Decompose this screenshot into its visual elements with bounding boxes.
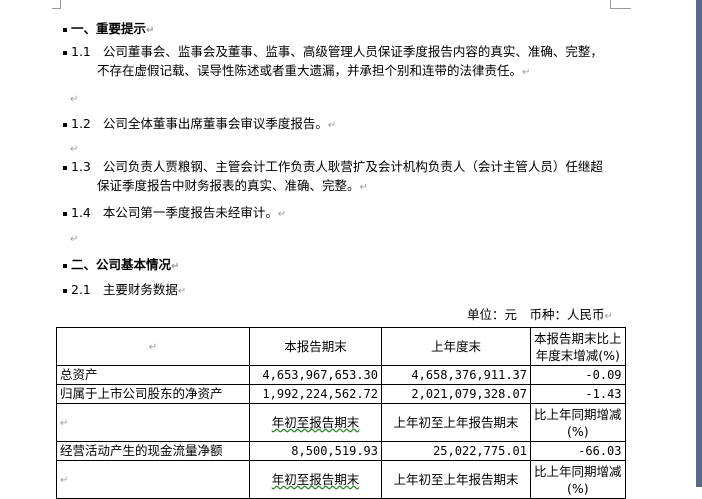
table-cell: 2,021,079,328.07 <box>381 384 531 404</box>
table-header-cell: 比上年同期增减 (%) <box>530 403 626 442</box>
subsection-2-1: 2.1 主要财务数据↵ <box>63 282 186 300</box>
paragraph-mark: ↵ <box>70 94 79 105</box>
table-cell: -0.09 <box>530 365 626 385</box>
financial-data-table: ↵ 本报告期末 上年度末 本报告期末比上 年度末增减(%) 总资产 4,653,9… <box>56 327 626 499</box>
table-header-cell: 上年度末 <box>381 327 531 366</box>
table-header-cell: 年初至报告期末 <box>249 460 382 499</box>
table-header-row: ↵ 年初至报告期末 上年初至上年报告期末 比上年同期增减 (%) <box>56 460 626 499</box>
unit-label: 单位：元 币种：人民币↵ <box>467 307 613 322</box>
row-label: 归属于上市公司股东的净资产 <box>56 384 250 404</box>
table-cell: 8,500,519.93 <box>249 441 382 461</box>
section2-heading: 二、公司基本情况↵ <box>63 257 179 275</box>
table-cell: 4,658,376,911.37 <box>381 365 531 385</box>
table-row: 总资产 4,653,967,653.30 4,658,376,911.37 -0… <box>56 365 626 385</box>
table-header-cell: 本报告期末比上 年度末增减(%) <box>530 327 626 366</box>
table-cell: ↵ <box>56 327 250 366</box>
table-cell: -66.03 <box>530 441 626 461</box>
table-cell: ↵ <box>56 403 250 442</box>
item-1-1: 1.1 公司董事会、监事会及董事、监事、高级管理人员保证季度报告内容的真实、准确… <box>63 44 603 60</box>
item-1-1-cont: 不存在虚假记载、误导性陈述或者重大遗漏，并承担个别和连带的法律责任。↵ <box>97 63 531 78</box>
crop-mark-right <box>610 0 631 9</box>
row-label: 经营活动产生的现金流量净额 <box>56 441 250 461</box>
table-row: 归属于上市公司股东的净资产 1,992,224,562.72 2,021,079… <box>56 384 626 404</box>
table-header-cell: 上年初至上年报告期末 <box>381 403 531 442</box>
table-cell: 1,992,224,562.72 <box>249 384 382 404</box>
table-cell: 25,022,775.01 <box>381 441 531 461</box>
paragraph-mark: ↵ <box>70 144 79 155</box>
paragraph-mark: ↵ <box>70 234 79 245</box>
item-1-2: 1.2 公司全体董事出席董事会审议季度报告。↵ <box>63 116 336 134</box>
table-header-cell: 本报告期末 <box>249 327 382 366</box>
table-header-row: ↵ 本报告期末 上年度末 本报告期末比上 年度末增减(%) <box>56 327 626 366</box>
item-1-3: 1.3 公司负责人贾粮钢、主管会计工作负责人耿营扩及会计机构负责人（会计主管人员… <box>63 159 603 175</box>
item-1-3-cont: 保证季度报告中财务报表的真实、准确、完整。↵ <box>97 178 368 193</box>
crop-mark-left <box>52 0 61 9</box>
item-1-4: 1.4 本公司第一季度报告未经审计。↵ <box>63 205 286 223</box>
window-edge <box>696 0 702 487</box>
section1-heading: 一、重要提示↵ <box>63 21 154 39</box>
table-cell: 4,653,967,653.30 <box>249 365 382 385</box>
table-header-row: ↵ 年初至报告期末 上年初至上年报告期末 比上年同期增减 (%) <box>56 403 626 442</box>
table-header-cell: 年初至报告期末 <box>249 403 382 442</box>
table-row: 经营活动产生的现金流量净额 8,500,519.93 25,022,775.01… <box>56 441 626 461</box>
table-cell: -1.43 <box>530 384 626 404</box>
row-label: 总资产 <box>56 365 250 385</box>
table-header-cell: 比上年同期增减 (%) <box>530 460 626 499</box>
table-cell: ↵ <box>56 460 250 499</box>
table-header-cell: 上年初至上年报告期末 <box>381 460 531 499</box>
